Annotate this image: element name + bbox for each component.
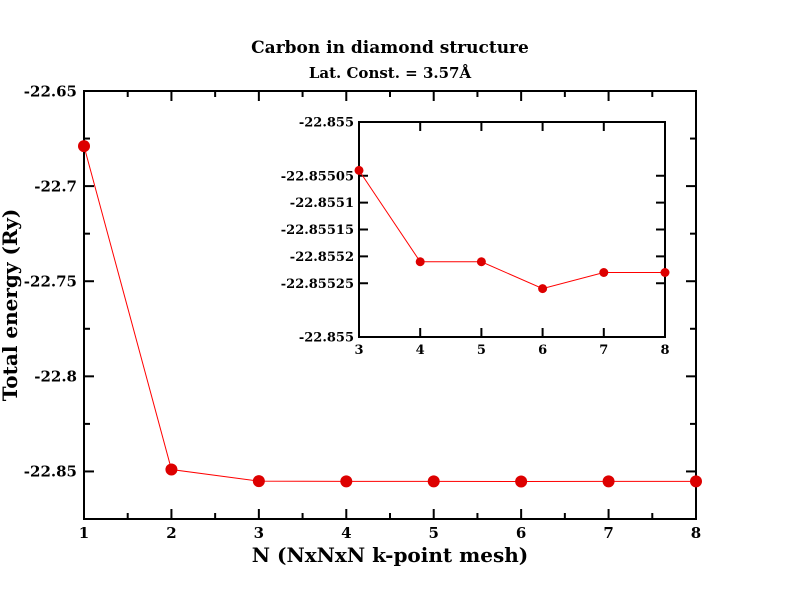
- data-point: [427, 475, 440, 488]
- data-point: [340, 475, 353, 488]
- chart-subtitle: Lat. Const. = 3.57Å: [309, 64, 472, 82]
- data-point: [690, 475, 702, 488]
- y-tick-label: -22.85: [24, 463, 77, 481]
- chart-title: Carbon in diamond structure: [251, 38, 529, 58]
- x-tick-label: 8: [660, 343, 669, 358]
- x-tick-label: 7: [603, 524, 613, 542]
- series-line: [83, 146, 696, 482]
- data-point: [538, 284, 548, 294]
- y-tick-label: -22.8551: [290, 196, 354, 211]
- y-tick-label: -22.7: [34, 177, 77, 195]
- y-tick-label: -22.85515: [281, 223, 354, 238]
- inset-plot: 3 4 5 6 7 8 -22.855 -22.85505 -22.8551 -22.85515 -…: [281, 116, 670, 358]
- x-tick-label: 4: [341, 524, 351, 542]
- x-tick-label: 2: [166, 524, 176, 542]
- x-axis-label: N (NxNxN k-point mesh): [252, 543, 529, 567]
- x-tick-label: 1: [79, 524, 89, 542]
- x-tick-label: 7: [599, 343, 608, 358]
- data-point: [165, 463, 178, 476]
- data-point: [78, 140, 90, 153]
- series-line: [358, 170, 665, 290]
- plot-frame: [83, 90, 697, 520]
- data-point: [354, 165, 364, 175]
- data-point: [602, 475, 615, 488]
- y-tick-label: -22.8: [34, 368, 77, 386]
- y-tick-label: -22.85525: [281, 277, 354, 292]
- main-plot: 1 2 3 4 5 6 7 8 -22.65 -22.7 -22.75 -22.8 -22.85: [24, 82, 702, 542]
- data-point: [515, 475, 528, 488]
- x-tick-label: 6: [538, 343, 547, 358]
- x-tick-label: 3: [354, 343, 363, 358]
- y-tick-label: -22.75: [24, 272, 77, 290]
- data-point: [599, 268, 609, 277]
- y-tick-label: -22.65: [24, 82, 77, 100]
- data-point: [252, 475, 265, 488]
- plot-frame: [358, 121, 666, 338]
- x-tick-label: 4: [416, 343, 425, 358]
- y-tick-label: -22.8552: [290, 250, 354, 265]
- x-tick-label: 3: [254, 524, 264, 542]
- y-tick-label: -22.855: [299, 116, 354, 131]
- x-tick-label: 6: [516, 524, 526, 542]
- x-tick-label: 5: [428, 524, 438, 542]
- data-point: [476, 257, 486, 267]
- y-tick-label: -22.855: [299, 331, 354, 346]
- x-tick-label: 5: [477, 343, 486, 358]
- y-tick-label: -22.85505: [281, 169, 354, 184]
- y-axis-label: Total energy (Ry): [0, 209, 22, 402]
- data-point: [415, 257, 425, 267]
- data-point: [660, 268, 670, 277]
- x-tick-label: 8: [691, 524, 701, 542]
